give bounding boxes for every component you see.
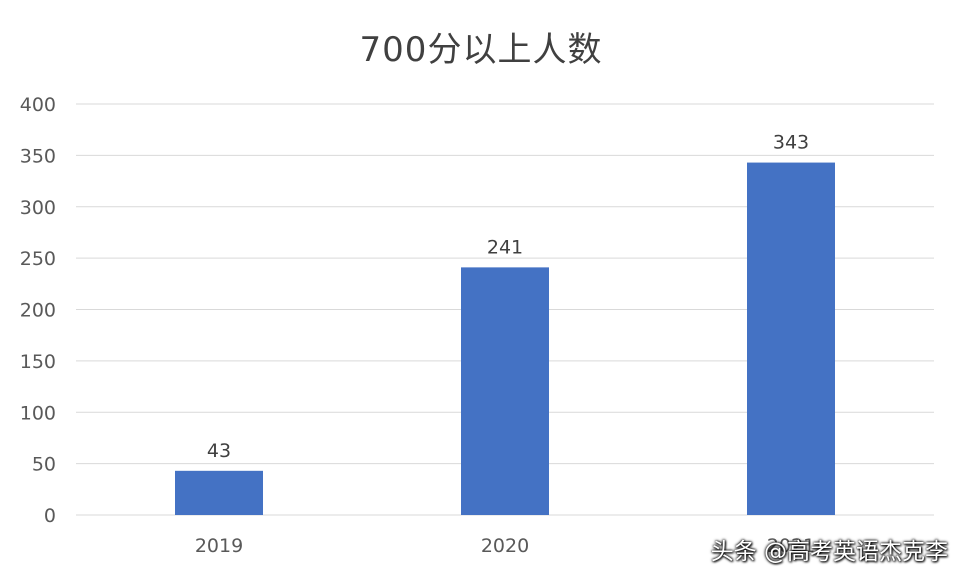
y-tick-label: 300 [20, 197, 56, 219]
bar [175, 470, 263, 515]
y-tick-label: 0 [44, 505, 56, 527]
y-tick-label: 100 [20, 402, 56, 424]
bar [747, 162, 835, 515]
x-tick-label: 2021 [767, 535, 815, 557]
y-tick-label: 350 [20, 145, 56, 167]
y-tick-label: 200 [20, 300, 56, 322]
data-label: 43 [207, 440, 231, 462]
y-tick-label: 50 [32, 454, 56, 476]
x-tick-label: 2020 [481, 535, 529, 557]
y-tick-label: 250 [20, 248, 56, 270]
data-label: 241 [487, 236, 523, 258]
watermark: 头条 @高考英语杰克李 [710, 539, 948, 565]
x-tick-label: 2019 [195, 535, 243, 557]
bar [461, 267, 549, 515]
y-tick-label: 400 [20, 94, 56, 116]
data-label: 343 [773, 132, 809, 154]
chart-title: 700分以上人数 [359, 30, 603, 70]
y-tick-label: 150 [20, 351, 56, 373]
